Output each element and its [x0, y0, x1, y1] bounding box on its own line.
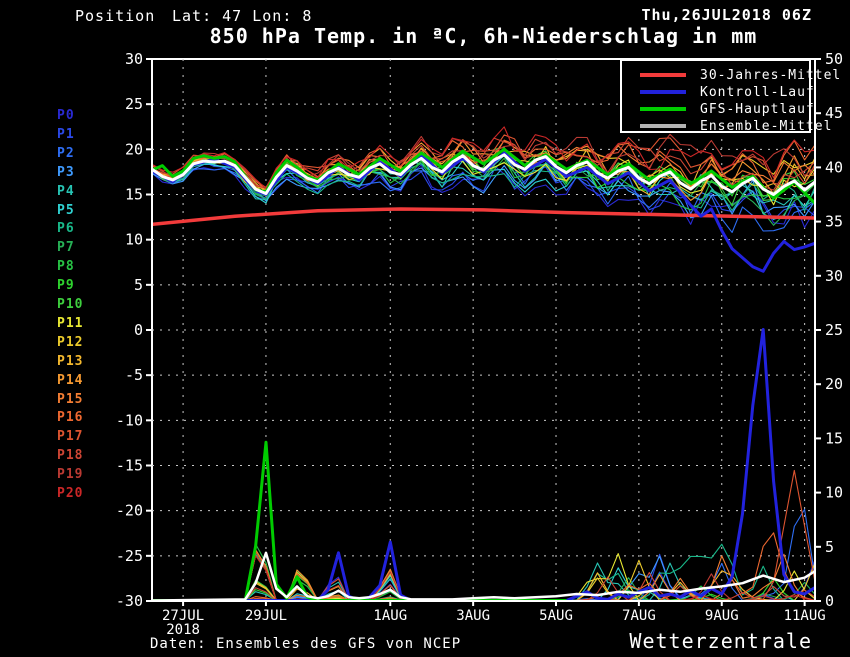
legend-label: 30-Jahres-Mittel	[700, 67, 842, 83]
control-run-precip-line	[153, 328, 814, 600]
plot-border	[151, 58, 816, 602]
member-label-p16: P16	[57, 410, 84, 426]
gridlines	[152, 59, 815, 601]
gfs-main-precip-line	[153, 440, 567, 600]
coordinates-label: Lat: 47 Lon: 8	[172, 7, 313, 25]
legend-label: Ensemble-Mittel	[700, 118, 833, 134]
temp-tick-label: 10	[125, 231, 143, 249]
temp-tick-label: -10	[116, 411, 143, 429]
member-precip-line	[153, 562, 814, 600]
temp-tick-label: 0	[134, 321, 143, 339]
temp-tick-label: -15	[116, 457, 143, 475]
precip-tick-label: 15	[825, 429, 843, 447]
legend-swatch	[640, 107, 686, 111]
legend-entry: Kontroll-Lauf	[640, 84, 814, 100]
legend-entry: 30-Jahres-Mittel	[640, 67, 840, 83]
precip-tick-label: 30	[825, 267, 843, 285]
temp-tick-label: 25	[125, 95, 143, 113]
date-tick-label: 7AUG	[622, 608, 656, 624]
member-temp-line	[153, 126, 814, 189]
precip-tick-label: 0	[825, 592, 834, 610]
precip-tick-label: 35	[825, 213, 843, 231]
ensemble-mean-precip-line	[153, 551, 814, 600]
member-label-p8: P8	[57, 259, 75, 275]
member-label-p9: P9	[57, 278, 75, 294]
temp-tick-label: -20	[116, 502, 143, 520]
date-tick-label: 9AUG	[705, 608, 739, 624]
member-label-p6: P6	[57, 221, 75, 237]
member-label-p1: P1	[57, 126, 75, 142]
precip-tick-label: 45	[825, 104, 843, 122]
date-tick-label: 29JUL	[245, 608, 287, 624]
member-label-p11: P11	[57, 315, 84, 331]
member-label-p4: P4	[57, 183, 75, 199]
member-precip-line	[153, 574, 814, 600]
date-tick-label: 5AUG	[539, 608, 573, 624]
member-label-p14: P14	[57, 372, 84, 388]
member-temp-line	[153, 133, 814, 189]
member-label-p7: P7	[57, 240, 75, 256]
temp-tick-label: 20	[125, 140, 143, 158]
member-label-p20: P20	[57, 486, 84, 501]
legend-entry: Ensemble-Mittel	[640, 118, 831, 134]
axes: 302520151050-5-10-15-20-25-3050454035302…	[116, 50, 843, 638]
temp-tick-label: -25	[116, 547, 143, 565]
temp-tick-label: -5	[125, 366, 143, 384]
member-label-p5: P5	[57, 202, 75, 218]
date-tick-label: 1AUG	[373, 608, 407, 624]
member-label-p13: P13	[57, 353, 84, 369]
member-precip-line	[153, 532, 814, 600]
date-tick-label: 3AUG	[456, 608, 490, 624]
precip-tick-label: 20	[825, 375, 843, 393]
precip-tick-label: 5	[825, 538, 834, 556]
member-label-p12: P12	[57, 334, 84, 350]
member-precip-line	[153, 571, 814, 600]
temp-tick-label: 5	[134, 276, 143, 294]
date-tick-label: 27JUL	[162, 608, 204, 624]
member-label-p10: P10	[57, 297, 84, 312]
curves	[153, 126, 814, 600]
legend-entry: GFS-Hauptlauf	[640, 101, 814, 117]
precip-tick-label: 10	[825, 484, 843, 502]
temp-tick-label: -30	[116, 592, 143, 610]
legend-swatch	[640, 90, 686, 94]
precip-tick-label: 40	[825, 158, 843, 176]
data-source-label: Daten: Ensembles des GFS von NCEP	[150, 636, 462, 652]
brand-label: Wetterzentrale	[629, 629, 812, 653]
temp-tick-label: 30	[125, 50, 143, 68]
legend-swatch	[640, 73, 686, 77]
legend-label: Kontroll-Lauf	[700, 84, 815, 100]
temp-tick-label: 15	[125, 186, 143, 204]
legend-box: 30-Jahres-Mittel Kontroll-Lauf GFS-Hauptla…	[620, 59, 840, 134]
year-tick-label: 2018	[166, 622, 200, 638]
gfs-main-temp-line	[153, 147, 814, 205]
chart-title: 850 hPa Temp. in ªC, 6h-Niederschlag in …	[209, 24, 758, 48]
member-label-p15: P15	[57, 391, 84, 407]
precip-tick-label: 25	[825, 321, 843, 339]
member-label-p17: P17	[57, 429, 84, 445]
member-label-p0: P0	[57, 108, 75, 123]
control-run-temp-line	[153, 151, 814, 273]
member-label-p2: P2	[57, 145, 75, 161]
ensemble-mean-temp-line	[153, 153, 814, 196]
precip-tick-label: 50	[825, 50, 843, 68]
date-tick-label: 11AUG	[784, 608, 826, 624]
member-label-p3: P3	[57, 164, 75, 180]
member-temp-line	[153, 156, 814, 226]
member-label-p19: P19	[57, 467, 84, 483]
member-temp-line	[153, 139, 814, 189]
member-precip-line	[153, 559, 814, 600]
position-label: Position	[75, 7, 156, 25]
legend-label: GFS-Hauptlauf	[700, 101, 815, 117]
run-datetime: Thu,26JUL2018 06Z	[641, 6, 812, 24]
legend-swatch	[640, 124, 686, 128]
member-label-p18: P18	[57, 448, 84, 464]
